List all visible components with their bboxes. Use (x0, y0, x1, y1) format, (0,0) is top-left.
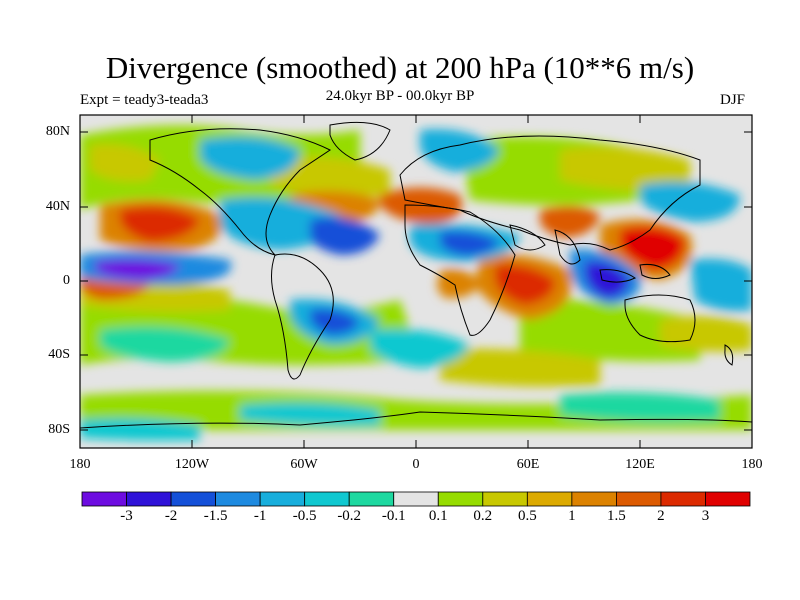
colorbar-label: 1 (568, 508, 576, 524)
colorbar-label: 3 (701, 508, 710, 524)
colorbar-label: 0.2 (473, 508, 493, 524)
lat-label-40n: 40N (45, 199, 70, 214)
lon-label-60e: 60E (516, 457, 540, 472)
lat-label-0: 0 (63, 273, 70, 288)
experiment-label: Expt = teady3-teada3 (80, 92, 209, 108)
coastlines (80, 121, 752, 429)
lon-label-180e: 180 (741, 457, 763, 472)
colorbar-box (348, 491, 395, 507)
colorbar-label: -1 (253, 508, 267, 524)
colorbar-label: -0.5 (292, 508, 317, 524)
colorbar (81, 491, 751, 507)
axis-ticks (80, 115, 752, 448)
colorbar-box (170, 491, 216, 507)
colorbar-box (526, 491, 573, 507)
colorbar-label: 0.5 (517, 508, 537, 524)
colorbar-box (437, 491, 484, 507)
lon-label-180w: 180 (69, 457, 91, 472)
colorbar-label: 0.1 (428, 508, 448, 524)
lon-label-60w: 60W (290, 457, 318, 472)
colorbar-box (393, 491, 439, 507)
colorbar-label: 1.5 (607, 508, 626, 524)
period-label: 24.0kyr BP - 00.0kyr BP (325, 88, 475, 104)
lon-label-120w: 120W (174, 457, 210, 472)
lon-label-0: 0 (412, 457, 420, 472)
lat-label-80s: 80S (48, 422, 70, 437)
colorbar-label: 2 (657, 508, 665, 524)
season-label: DJF (720, 92, 746, 108)
colorbar-box (482, 491, 528, 507)
colorbar-label: -1.5 (203, 508, 228, 524)
colorbar-box (259, 491, 306, 507)
colorbar-label: -3 (120, 508, 133, 524)
lat-label-40s: 40S (48, 347, 70, 362)
colorbar-box (660, 491, 706, 507)
colorbar-box (705, 491, 751, 507)
colorbar-label: -2 (164, 508, 178, 524)
plot-title: Divergence (smoothed) at 200 hPa (10**6 … (105, 50, 695, 85)
colorbar-box (215, 491, 261, 507)
colorbar-box (616, 491, 662, 507)
colorbar-box (571, 491, 617, 507)
colorbar-label: -0.2 (337, 508, 362, 524)
colorbar-box (304, 491, 350, 507)
lon-label-120e: 120E (625, 457, 655, 472)
colorbar-label: -0.1 (381, 508, 406, 524)
colorbar-box (81, 491, 127, 507)
lat-label-80n: 80N (45, 124, 70, 139)
colorbar-box (126, 491, 172, 507)
contour-fields (80, 125, 752, 441)
